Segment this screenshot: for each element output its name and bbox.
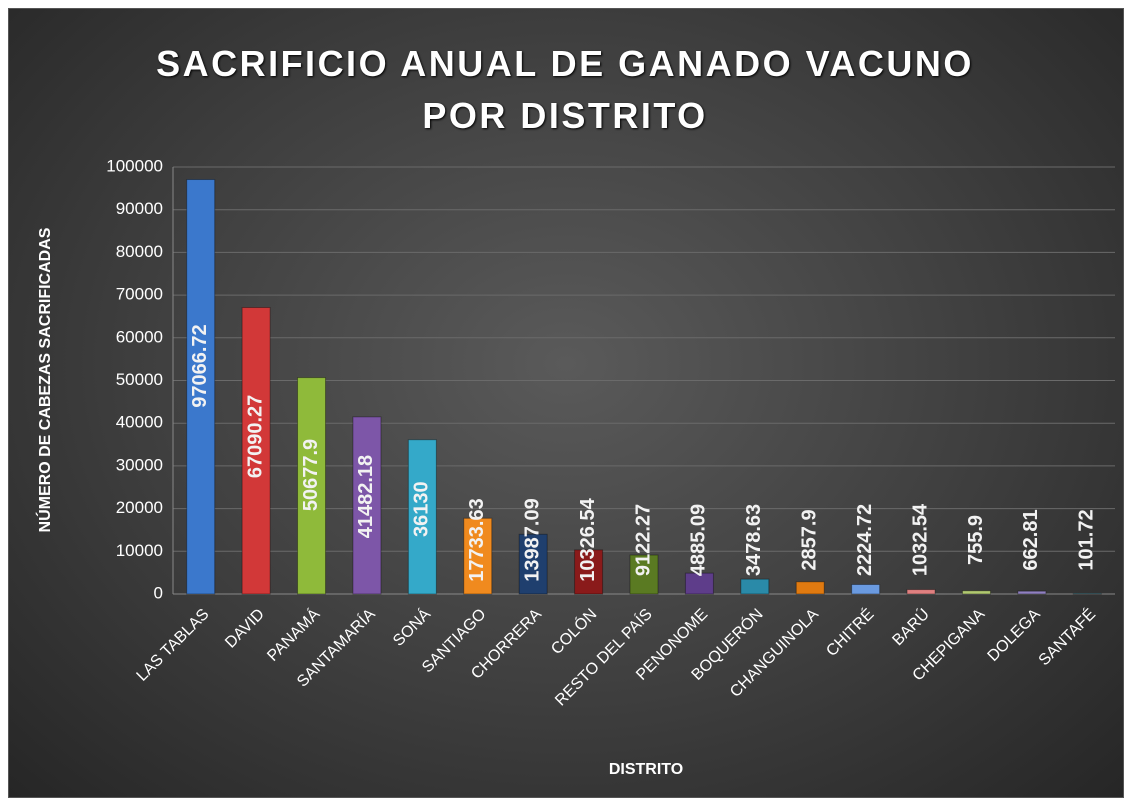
y-tick-label: 30000 [116,455,163,474]
data-label: 50677.9 [300,439,322,511]
y-tick-label: 100000 [106,156,163,175]
bar [740,578,770,595]
x-tick-label: DAVID [222,606,268,652]
bar [906,589,936,595]
data-label: 2857.9 [799,509,821,570]
x-tick-label: RESTO DEL PAÍS [551,604,656,709]
x-tick-label: LAS TABLAS [134,606,213,685]
data-label: 4885.09 [688,504,710,576]
data-label: 662.81 [1020,509,1042,570]
y-tick-label: 90000 [116,199,163,218]
y-tick-label: 0 [154,583,163,602]
y-tick-label: 60000 [116,327,163,346]
y-tick-label: 20000 [116,498,163,517]
bar [186,179,216,595]
x-tick-label: PANAMÁ [263,604,324,665]
data-label: 36130 [411,481,433,537]
bar [518,533,548,595]
bar [629,554,659,595]
data-label: 1032.54 [909,503,931,576]
data-label: 17733.63 [466,498,488,581]
data-label: 2224.72 [854,504,876,576]
bar [241,307,271,595]
x-tick-label: SANTAFÉ [1034,604,1099,669]
x-tick-label: CHITRÉ [822,604,878,660]
data-label: 9122.27 [632,504,654,576]
chart-title: SACRIFICIO ANUAL DE GANADO VACUNO POR DI… [156,43,974,136]
x-axis-label: DISTRITO [609,761,683,778]
x-tick-label: SONÁ [389,604,435,650]
bar [463,517,493,595]
y-tick-label: 70000 [116,285,163,304]
bar [795,581,825,595]
y-axis-label: NÚMERO DE CABEZAS SACRIFICADAS [35,227,54,532]
bar [961,590,991,595]
y-tick-label: 40000 [116,413,163,432]
data-label: 101.72 [1076,509,1098,570]
data-label: 97066.72 [189,324,211,407]
bar [684,572,714,595]
y-tick-label: 80000 [116,242,163,261]
x-tick-label: BARÚ [888,604,933,649]
bar [1017,590,1047,595]
data-label: 67090.27 [244,395,266,478]
y-tick-label: 50000 [116,370,163,389]
data-label: 13987.09 [521,498,543,581]
y-tick-label: 10000 [116,541,163,560]
x-tick-label: COLÓN [547,604,601,658]
bar [352,416,382,595]
bar [407,439,437,595]
data-label: 3478.63 [743,504,765,576]
data-label: 10326.54 [577,497,599,581]
data-label: 755.9 [965,515,987,565]
bar [851,584,881,595]
bar [297,377,327,595]
bar [574,549,604,595]
x-tick-label: DOLEGA [985,606,1044,665]
data-label: 41482.18 [355,455,377,538]
